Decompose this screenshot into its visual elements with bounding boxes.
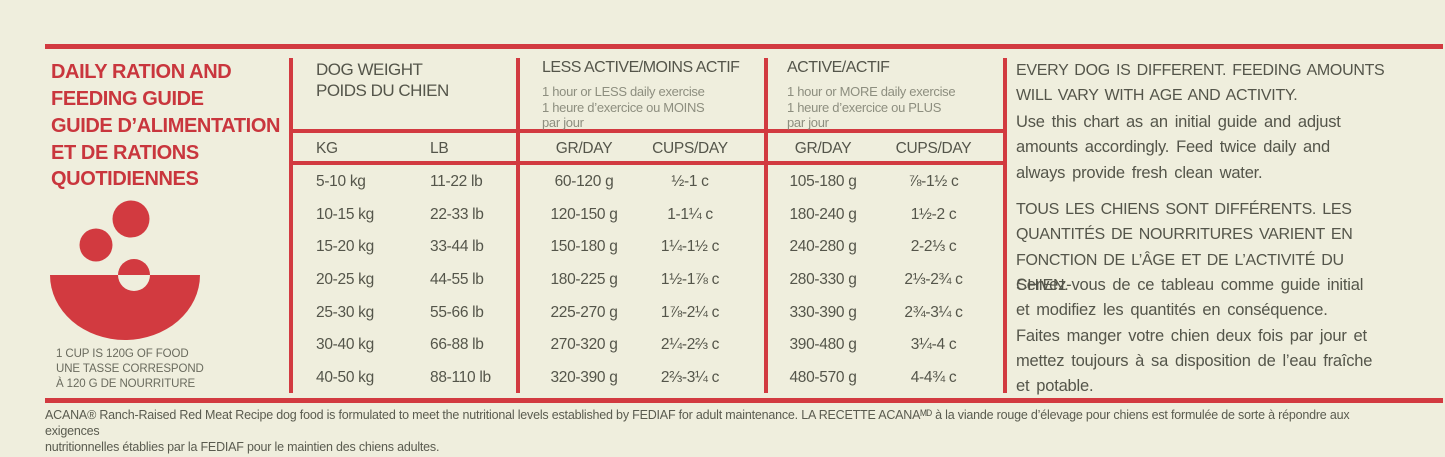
cell-less-cups: 2⅔-3¼ c xyxy=(660,368,720,386)
title-en: DAILY RATION AND FEEDING GUIDE xyxy=(51,61,232,110)
cell-active-cups: 3¼-4 c xyxy=(910,336,957,354)
note-heading-fr: TOUS LES CHIENS SONT DIFFÉRENTS. LES QUA… xyxy=(1016,201,1353,294)
weight-header: DOG WEIGHT POIDS DU CHIEN xyxy=(316,60,449,100)
cell-kg: 30-40 kg xyxy=(316,336,374,354)
cell-less-cups: 1¼-1½ c xyxy=(660,238,720,256)
cell-lb: 44-55 lb xyxy=(430,271,484,289)
col-header-active-cups: CUPS/DAY xyxy=(895,140,972,157)
cell-lb: 22-33 lb xyxy=(430,205,484,223)
cell-active-gr: 280-330 g xyxy=(789,271,857,289)
cell-lb: 88-110 lb xyxy=(430,368,491,386)
cell-kg: 40-50 kg xyxy=(316,368,374,386)
cell-kg: 25-30 kg xyxy=(316,303,374,321)
cell-less-gr: 225-270 g xyxy=(550,303,618,321)
cell-less-gr: 120-150 g xyxy=(550,205,618,223)
table-divider-weight-less xyxy=(516,58,520,393)
note-body-en: Use this chart as an initial guide and a… xyxy=(1016,113,1341,182)
note-heading-en: EVERY DOG IS DIFFERENT. FEEDING AMOUNTS … xyxy=(1016,62,1385,105)
cell-less-cups: 1⅞-2¼ c xyxy=(660,303,720,321)
table-left-border xyxy=(289,58,293,393)
col-header-lb: LB xyxy=(430,140,449,157)
table-row: 10-15 kg 22-33 lb 120-150 g 1-1¼ c 180-2… xyxy=(289,199,1007,232)
cell-active-cups: 2-2⅓ c xyxy=(910,238,957,256)
cell-kg: 10-15 kg xyxy=(316,205,374,223)
col-header-active-gr: GR/DAY xyxy=(794,140,852,157)
table-row: 30-40 kg 66-88 lb 270-320 g 2¼-2⅔ c 390-… xyxy=(289,329,1007,362)
cell-active-gr: 105-180 g xyxy=(789,173,857,191)
cell-lb: 55-66 lb xyxy=(430,303,484,321)
cell-less-gr: 180-225 g xyxy=(550,271,618,289)
less-active-subtitle: 1 hour or LESS daily exercise 1 heure d’… xyxy=(542,84,705,130)
table-divider-less-active xyxy=(764,58,768,393)
col-header-kg: KG xyxy=(316,140,338,157)
cell-less-gr: 150-180 g xyxy=(550,238,618,256)
note-body-fr: Servez-vous de ce tableau comme guide in… xyxy=(1016,276,1373,396)
cell-active-gr: 330-390 g xyxy=(789,303,857,321)
cell-active-gr: 240-280 g xyxy=(789,238,857,256)
regulatory-note: ACANA® Ranch-Raised Red Meat Recipe dog … xyxy=(45,408,1350,454)
table-row: 40-50 kg 88-110 lb 320-390 g 2⅔-3¼ c 480… xyxy=(289,362,1007,395)
active-header: ACTIVE/ACTIF 1 hour or MORE daily exerci… xyxy=(787,57,999,131)
table-row: 5-10 kg 11-22 lb 60-120 g ½-1 c 105-180 … xyxy=(289,166,1007,199)
cell-less-gr: 60-120 g xyxy=(554,173,614,191)
cell-active-gr: 390-480 g xyxy=(789,336,857,354)
cell-less-cups: 1½-1⅞ c xyxy=(660,271,720,289)
cell-active-gr: 480-570 g xyxy=(789,368,857,386)
cell-kg: 5-10 kg xyxy=(316,173,366,191)
cell-lb: 66-88 lb xyxy=(430,336,484,354)
top-rule xyxy=(45,44,1443,49)
less-active-header: LESS ACTIVE/MOINS ACTIF 1 hour or LESS d… xyxy=(542,57,760,131)
table-subheader-row: KG LB GR/DAY CUPS/DAY GR/DAY CUPS/DAY xyxy=(289,133,1007,165)
table-header-rule xyxy=(289,129,1007,133)
cell-lb: 11-22 lb xyxy=(430,173,483,191)
cell-less-gr: 320-390 g xyxy=(550,368,618,386)
cell-less-cups: ½-1 c xyxy=(671,173,709,191)
cell-active-cups: 2⅓-2¾ c xyxy=(904,271,963,289)
table-row: 15-20 kg 33-44 lb 150-180 g 1¼-1½ c 240-… xyxy=(289,231,1007,264)
cell-kg: 15-20 kg xyxy=(316,238,374,256)
table-right-border xyxy=(1003,58,1007,393)
cell-less-cups: 2¼-2⅔ c xyxy=(660,336,720,354)
cell-less-cups: 1-1¼ c xyxy=(667,205,713,223)
table-subheader-rule xyxy=(289,161,1007,165)
col-header-less-gr: GR/DAY xyxy=(555,140,613,157)
bowl-with-kibble-icon xyxy=(50,200,200,340)
cell-active-cups: ⅞-1½ c xyxy=(908,173,959,191)
title-fr: GUIDE D’ALIMENTATION ET DE RATIONS QUOTI… xyxy=(51,115,281,190)
active-title: ACTIVE/ACTIF xyxy=(787,59,890,76)
active-subtitle: 1 hour or MORE daily exercise 1 heure d’… xyxy=(787,84,956,130)
table-row: 20-25 kg 44-55 lb 180-225 g 1½-1⅞ c 280-… xyxy=(289,264,1007,297)
table-row: 25-30 kg 55-66 lb 225-270 g 1⅞-2¼ c 330-… xyxy=(289,296,1007,329)
cell-less-gr: 270-320 g xyxy=(550,336,618,354)
col-header-less-cups: CUPS/DAY xyxy=(652,140,728,157)
cell-active-gr: 180-240 g xyxy=(789,205,857,223)
cell-lb: 33-44 lb xyxy=(430,238,484,256)
bottom-rule xyxy=(45,398,1443,403)
cell-kg: 20-25 kg xyxy=(316,271,374,289)
cup-note: 1 CUP IS 120G OF FOOD UNE TASSE CORRESPO… xyxy=(56,348,204,390)
cell-active-cups: 1½-2 c xyxy=(910,205,957,223)
cell-active-cups: 2¾-3¼ c xyxy=(904,303,963,321)
less-active-title: LESS ACTIVE/MOINS ACTIF xyxy=(542,59,740,76)
cell-active-cups: 4-4¾ c xyxy=(910,368,957,386)
